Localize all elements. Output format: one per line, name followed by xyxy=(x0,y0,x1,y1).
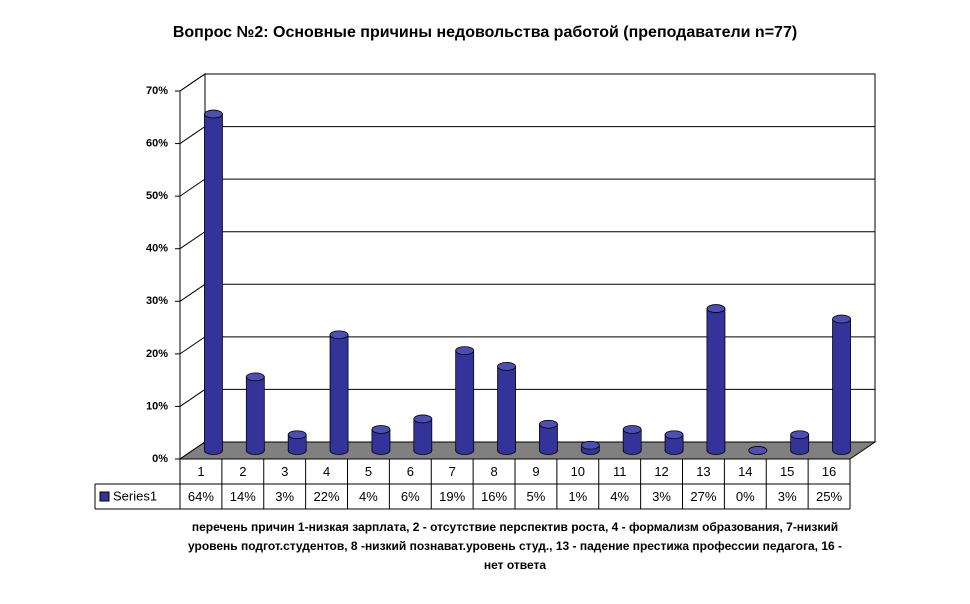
bar xyxy=(204,109,223,455)
bar-top xyxy=(371,425,391,434)
data-label: 0% xyxy=(736,489,755,504)
data-label: 4% xyxy=(610,489,629,504)
bar-top xyxy=(580,440,600,450)
x-tick-label: 4 xyxy=(323,464,330,479)
bar-body-fill xyxy=(246,376,264,451)
bar xyxy=(706,304,726,455)
bar-top xyxy=(748,446,768,455)
bar-top xyxy=(790,430,810,440)
bar xyxy=(497,361,516,455)
y-tick-label: 10% xyxy=(146,400,168,412)
data-label: 64% xyxy=(188,489,214,504)
bar-top xyxy=(204,109,223,119)
bar-top xyxy=(539,419,558,429)
bar-body-fill xyxy=(372,429,390,451)
data-label: 3% xyxy=(652,489,671,504)
bar-body-fill xyxy=(330,334,348,451)
bar xyxy=(371,425,391,455)
bar-top xyxy=(245,372,265,382)
x-tick-label: 1 xyxy=(197,464,204,479)
back-wall xyxy=(204,73,876,443)
data-label: 1% xyxy=(568,489,587,504)
data-label: 3% xyxy=(778,489,797,504)
y-tick-label: 30% xyxy=(146,295,168,307)
side-wall xyxy=(179,73,206,460)
bar xyxy=(790,430,810,455)
bar xyxy=(580,440,600,455)
data-label: 14% xyxy=(230,489,256,504)
x-tick-label: 8 xyxy=(490,464,497,479)
y-tick-label: 50% xyxy=(146,190,168,202)
x-axis-title: перечень причин 1-низкая зарплата, 2 - о… xyxy=(187,520,842,572)
bar-body-fill xyxy=(456,350,474,451)
bar xyxy=(245,372,265,455)
bar-top xyxy=(287,430,307,440)
data-label: 5% xyxy=(527,489,546,504)
bar-body-fill xyxy=(414,418,432,451)
x-tick-label: 3 xyxy=(281,464,288,479)
bar xyxy=(329,330,349,455)
x-tick-label: 5 xyxy=(365,464,372,479)
x-tick-label: 13 xyxy=(696,464,710,479)
x-tick-label: 15 xyxy=(780,464,794,479)
bar-body-fill xyxy=(833,319,851,451)
data-label: 16% xyxy=(481,489,507,504)
bar xyxy=(413,414,433,455)
data-label: 27% xyxy=(690,489,716,504)
chart-title: Вопрос №2: Основные причины недовольства… xyxy=(173,24,797,41)
bar-body-fill xyxy=(498,366,516,451)
bar xyxy=(287,430,307,455)
bar xyxy=(455,346,475,455)
bar-body-fill xyxy=(623,429,641,451)
bar-top xyxy=(622,425,642,434)
x-tick-label: 7 xyxy=(449,464,456,479)
x-tick-label: 12 xyxy=(654,464,668,479)
x-tick-label: 11 xyxy=(613,464,627,479)
y-tick-label: 70% xyxy=(146,85,168,97)
bar-body-fill xyxy=(204,114,222,451)
y-tick-label: 40% xyxy=(146,243,168,255)
y-tick-label: 20% xyxy=(146,348,168,360)
bar xyxy=(622,425,642,455)
x-tick-label: 9 xyxy=(532,464,539,479)
data-label: 25% xyxy=(816,489,842,504)
bar-body-fill xyxy=(539,424,557,451)
bar xyxy=(748,446,768,455)
bar xyxy=(832,314,851,455)
bar-top xyxy=(706,304,726,313)
y-tick-label: 0% xyxy=(152,453,168,465)
data-label: 6% xyxy=(401,489,420,504)
data-label: 22% xyxy=(314,489,340,504)
data-label: 19% xyxy=(439,489,465,504)
grid-line xyxy=(179,73,875,92)
data-label: 3% xyxy=(275,489,294,504)
bar-top xyxy=(329,330,349,340)
bar-top xyxy=(413,414,433,424)
y-tick-label: 60% xyxy=(146,137,168,149)
bar-top xyxy=(497,361,516,371)
bar-top xyxy=(664,430,684,440)
floor xyxy=(178,441,877,460)
x-tick-label: 14 xyxy=(738,464,752,479)
bar-body-fill xyxy=(707,308,725,451)
x-tick-label: 6 xyxy=(407,464,414,479)
x-tick-label: 2 xyxy=(239,464,246,479)
legend-label: Series1 xyxy=(113,488,157,503)
bar xyxy=(664,430,684,455)
data-label: 4% xyxy=(359,489,378,504)
x-tick-label: 10 xyxy=(571,464,585,479)
bar xyxy=(539,419,558,455)
bar-top xyxy=(455,346,475,356)
legend-swatch xyxy=(99,491,110,502)
bar-top xyxy=(832,314,851,324)
x-tick-label: 16 xyxy=(822,464,836,479)
